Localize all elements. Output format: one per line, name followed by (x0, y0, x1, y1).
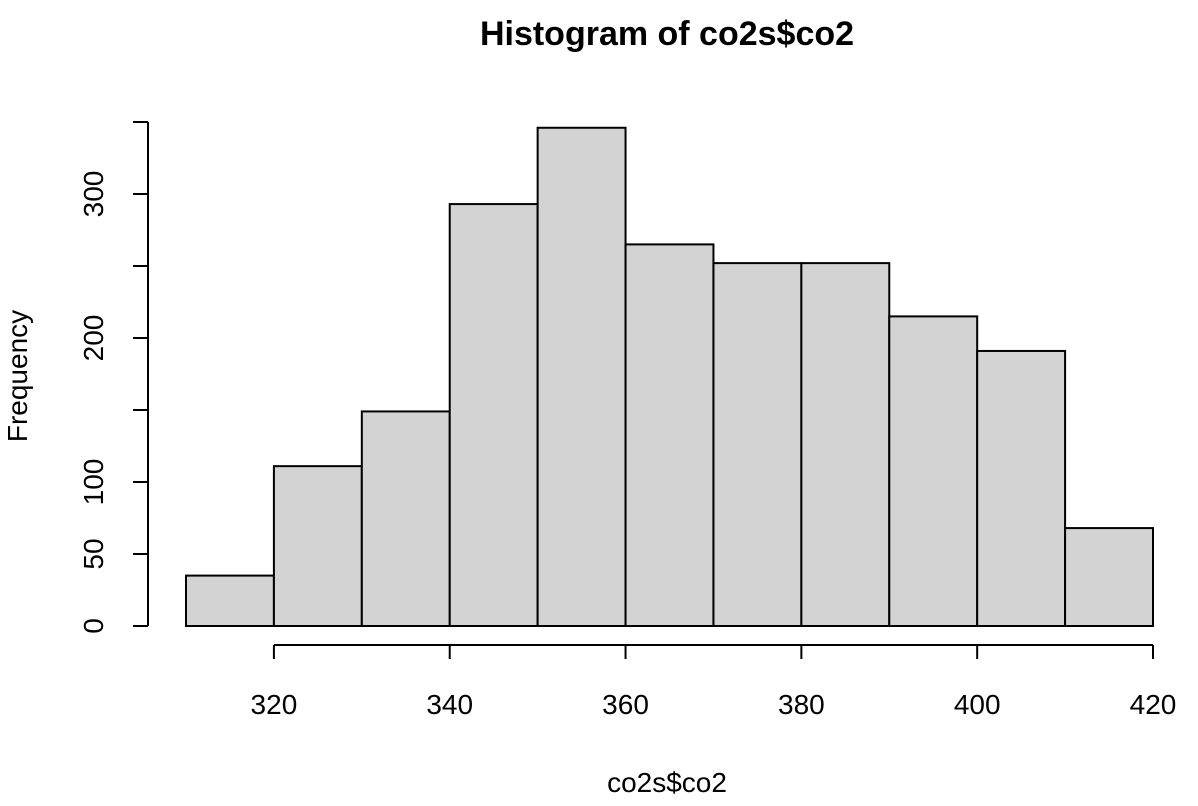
bars-group (185, 126, 1155, 628)
x-tick-label: 400 (954, 689, 1001, 720)
histogram-bar-4 (536, 126, 627, 627)
histogram-bar-0 (185, 574, 275, 627)
histogram-bar-6 (712, 262, 803, 627)
histogram-bar-1 (272, 465, 363, 627)
histogram-bar-2 (360, 410, 451, 627)
histogram-bar-8 (888, 315, 979, 627)
y-tick-label: 0 (78, 618, 109, 634)
y-tick-label: 200 (78, 315, 109, 362)
histogram-bar-5 (624, 243, 715, 627)
x-tick-label: 340 (426, 689, 473, 720)
x-tick-label: 360 (602, 689, 649, 720)
y-tick-label: 100 (78, 459, 109, 506)
y-axis: 0 50 100 200 300 (78, 121, 149, 634)
x-tick-label: 380 (778, 689, 825, 720)
histogram-bar-7 (800, 262, 891, 627)
x-axis-title: co2s$co2 (607, 767, 727, 798)
chart-title: Histogram of co2s$co2 (480, 15, 854, 53)
y-tick-label: 300 (78, 171, 109, 218)
x-axis: 320 340 360 380 400 420 (251, 644, 1177, 720)
x-tick-label: 420 (1130, 689, 1177, 720)
x-tick-label: 320 (251, 689, 298, 720)
histogram-bar-10 (1064, 527, 1155, 628)
y-tick-label: 50 (78, 538, 109, 569)
y-axis-title: Frequency (2, 310, 33, 442)
histogram-bar-9 (976, 349, 1067, 627)
histogram-bar-3 (448, 203, 539, 628)
